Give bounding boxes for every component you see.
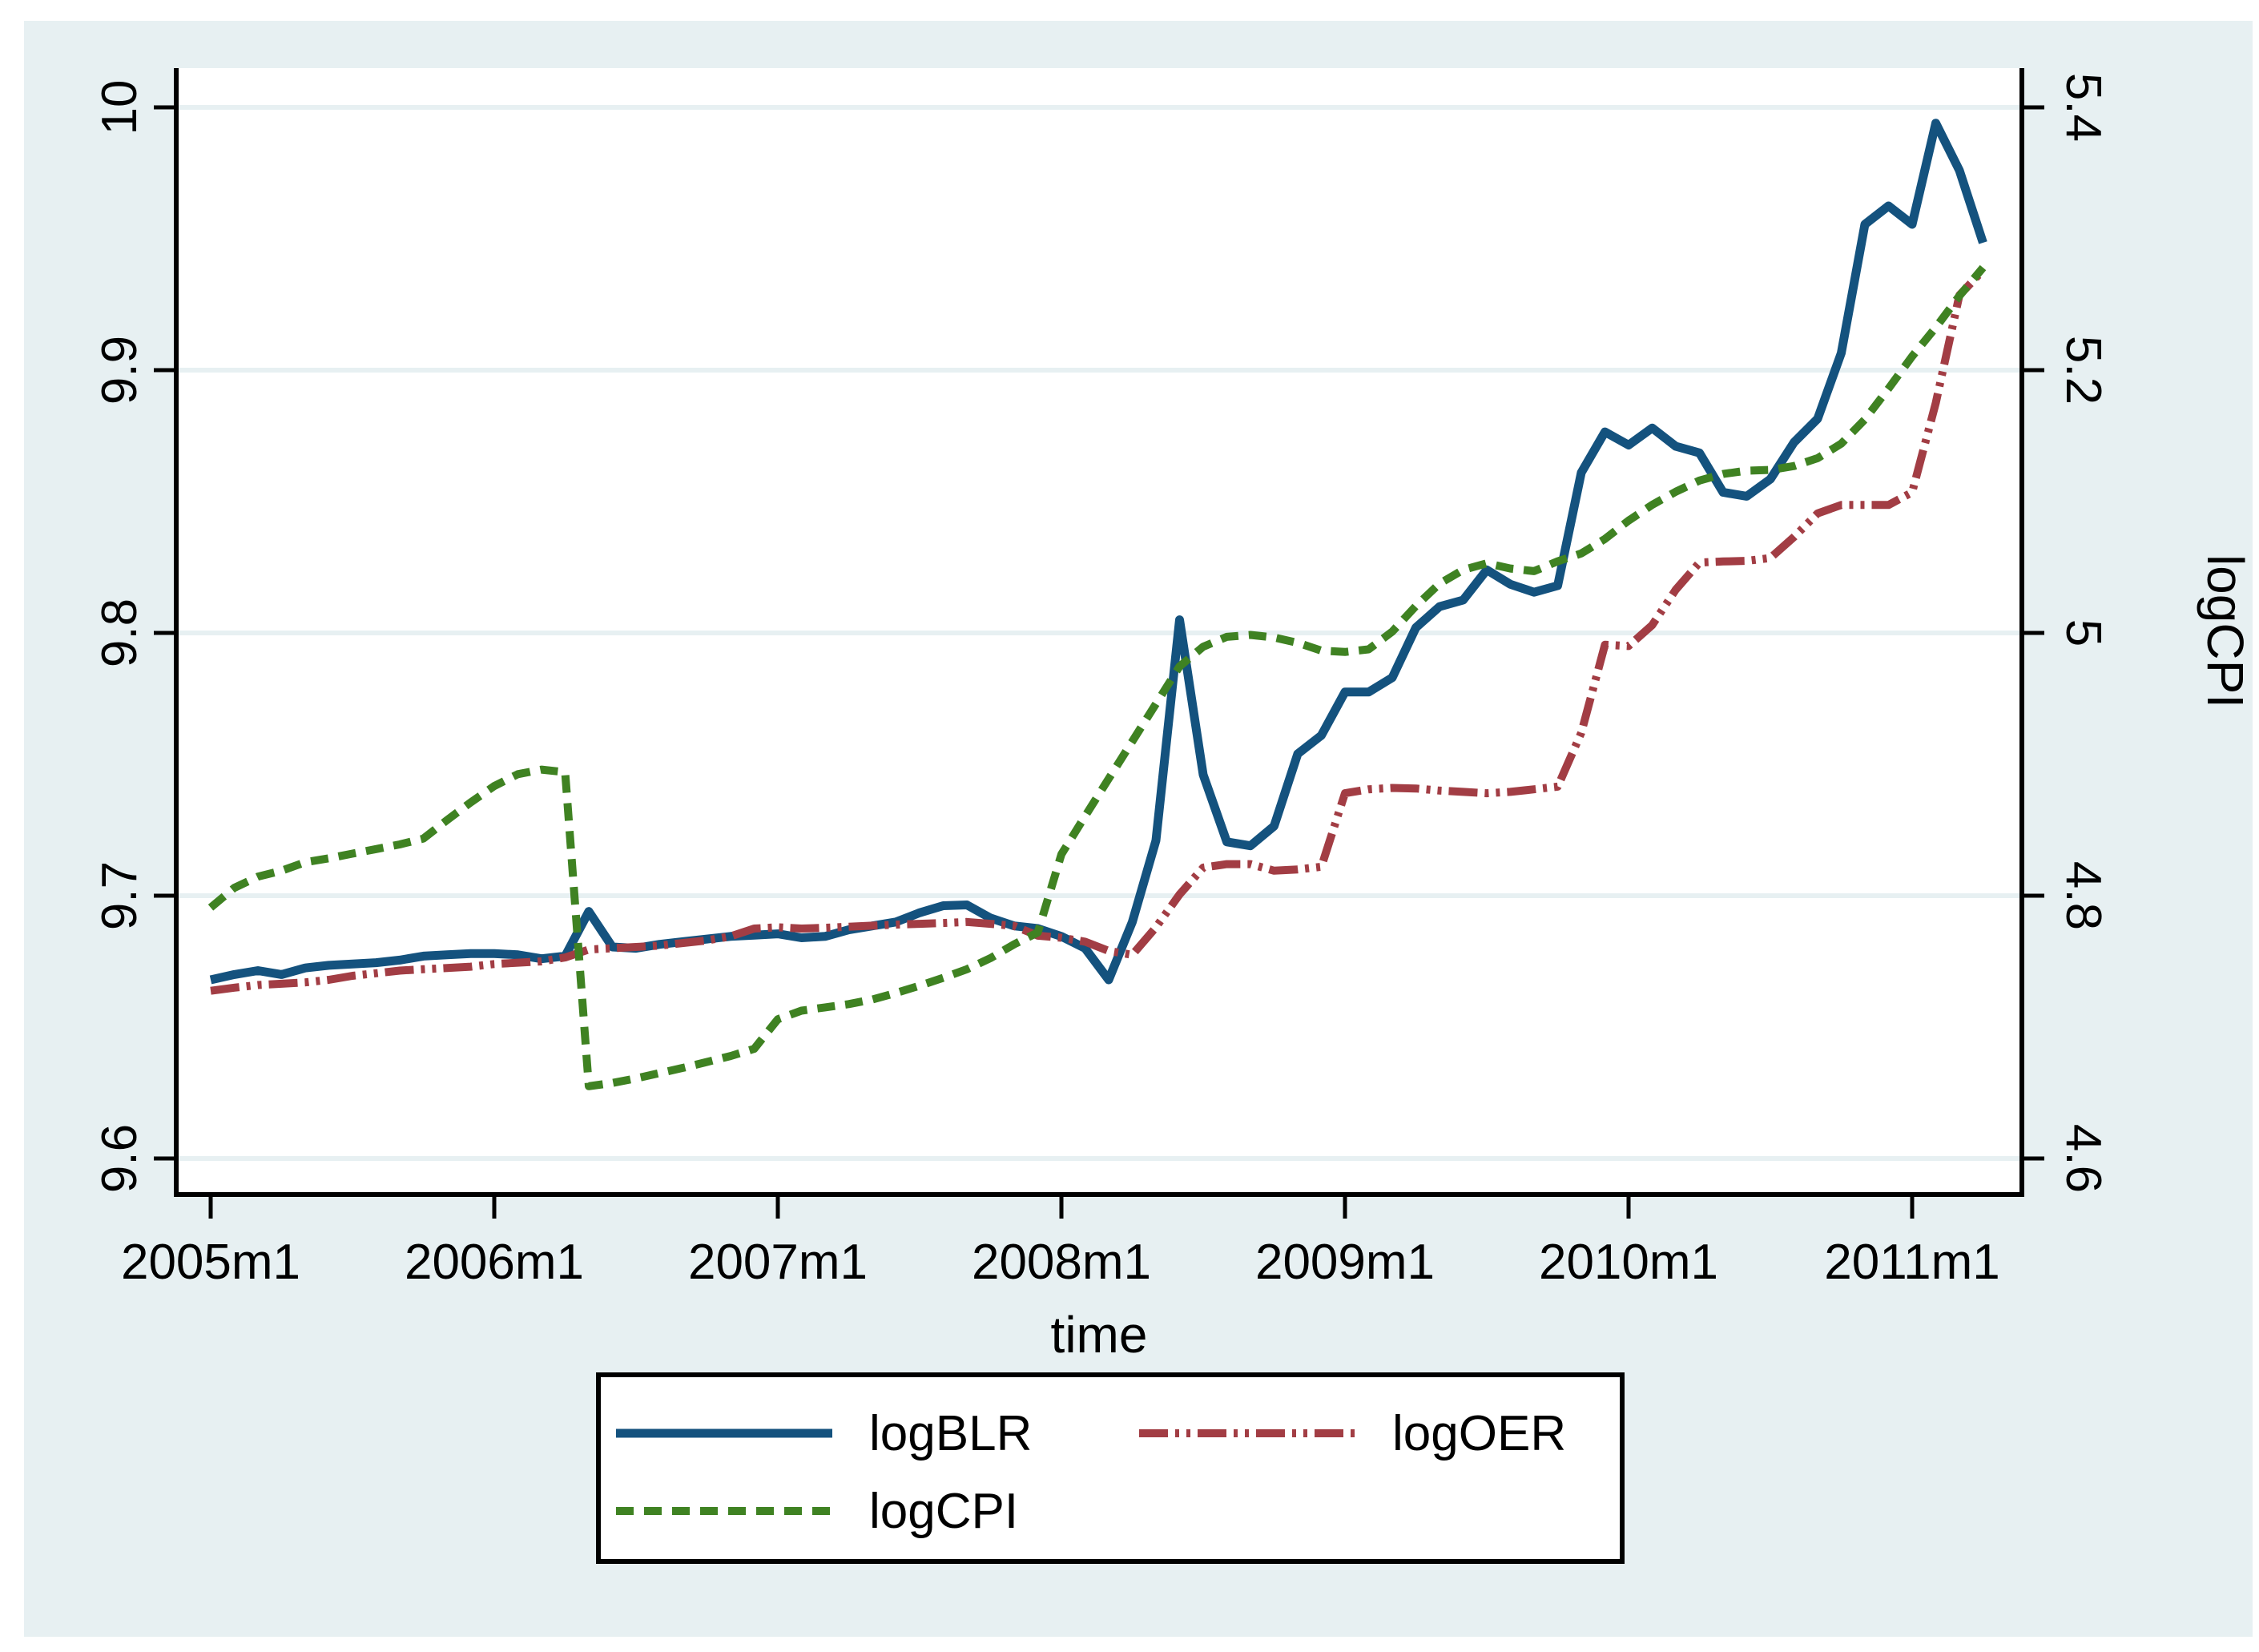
x-tick-label: 2008m1 (972, 1235, 1151, 1290)
series-lines (207, 119, 1987, 1090)
legend-label-logOER: logOER (1392, 1406, 1566, 1461)
y-right-tick-label: 4.8 (2056, 861, 2111, 930)
x-tick-label: 2009m1 (1255, 1235, 1435, 1290)
y-right-tick-label: 5 (2056, 619, 2111, 647)
gridlines (176, 105, 2022, 1161)
y-left-tick-label: 9.9 (92, 336, 147, 405)
y-left-tick-label: 9.6 (92, 1124, 147, 1193)
right-y-axis-title: logCPI (2197, 554, 2254, 708)
y-left-tick-label: 10 (92, 80, 147, 135)
legend-box (596, 1372, 1625, 1564)
legend-entry-logCPI: logCPI (616, 1484, 1018, 1539)
y-left-tick-label: 9.7 (92, 861, 147, 930)
legend-label-logCPI: logCPI (869, 1484, 1018, 1539)
legend-entry-logBLR: logBLR (616, 1406, 1032, 1461)
x-tick-label: 2006m1 (405, 1235, 584, 1290)
x-tick-label: 2007m1 (688, 1235, 868, 1290)
x-tick-label: 2005m1 (121, 1235, 300, 1290)
series-line-logBLR (209, 119, 1987, 985)
x-tick-label: 2010m1 (1539, 1235, 1718, 1290)
y-right-tick-label: 5.2 (2056, 336, 2111, 405)
y-right-tick-label: 4.6 (2056, 1124, 2111, 1193)
x-tick-label: 2011m1 (1824, 1235, 1999, 1290)
legend-label-logBLR: logBLR (869, 1406, 1032, 1461)
legend-entry-logOER: logOER (1139, 1406, 1566, 1461)
axis-ticks (154, 105, 2044, 1219)
legend: logBLR logOER logCPI (596, 1372, 1625, 1564)
series-line-logOER (210, 267, 1987, 995)
y-right-tick-label: 5.4 (2056, 73, 2111, 142)
x-axis-title: time (1051, 1306, 1148, 1364)
axis-tick-labels: 9.6 9.7 9.8 9.9 10 4.6 4.8 5 5.2 5.4 2005m1 2006m1 2… (92, 73, 2111, 1290)
y-left-tick-label: 9.8 (92, 598, 147, 667)
